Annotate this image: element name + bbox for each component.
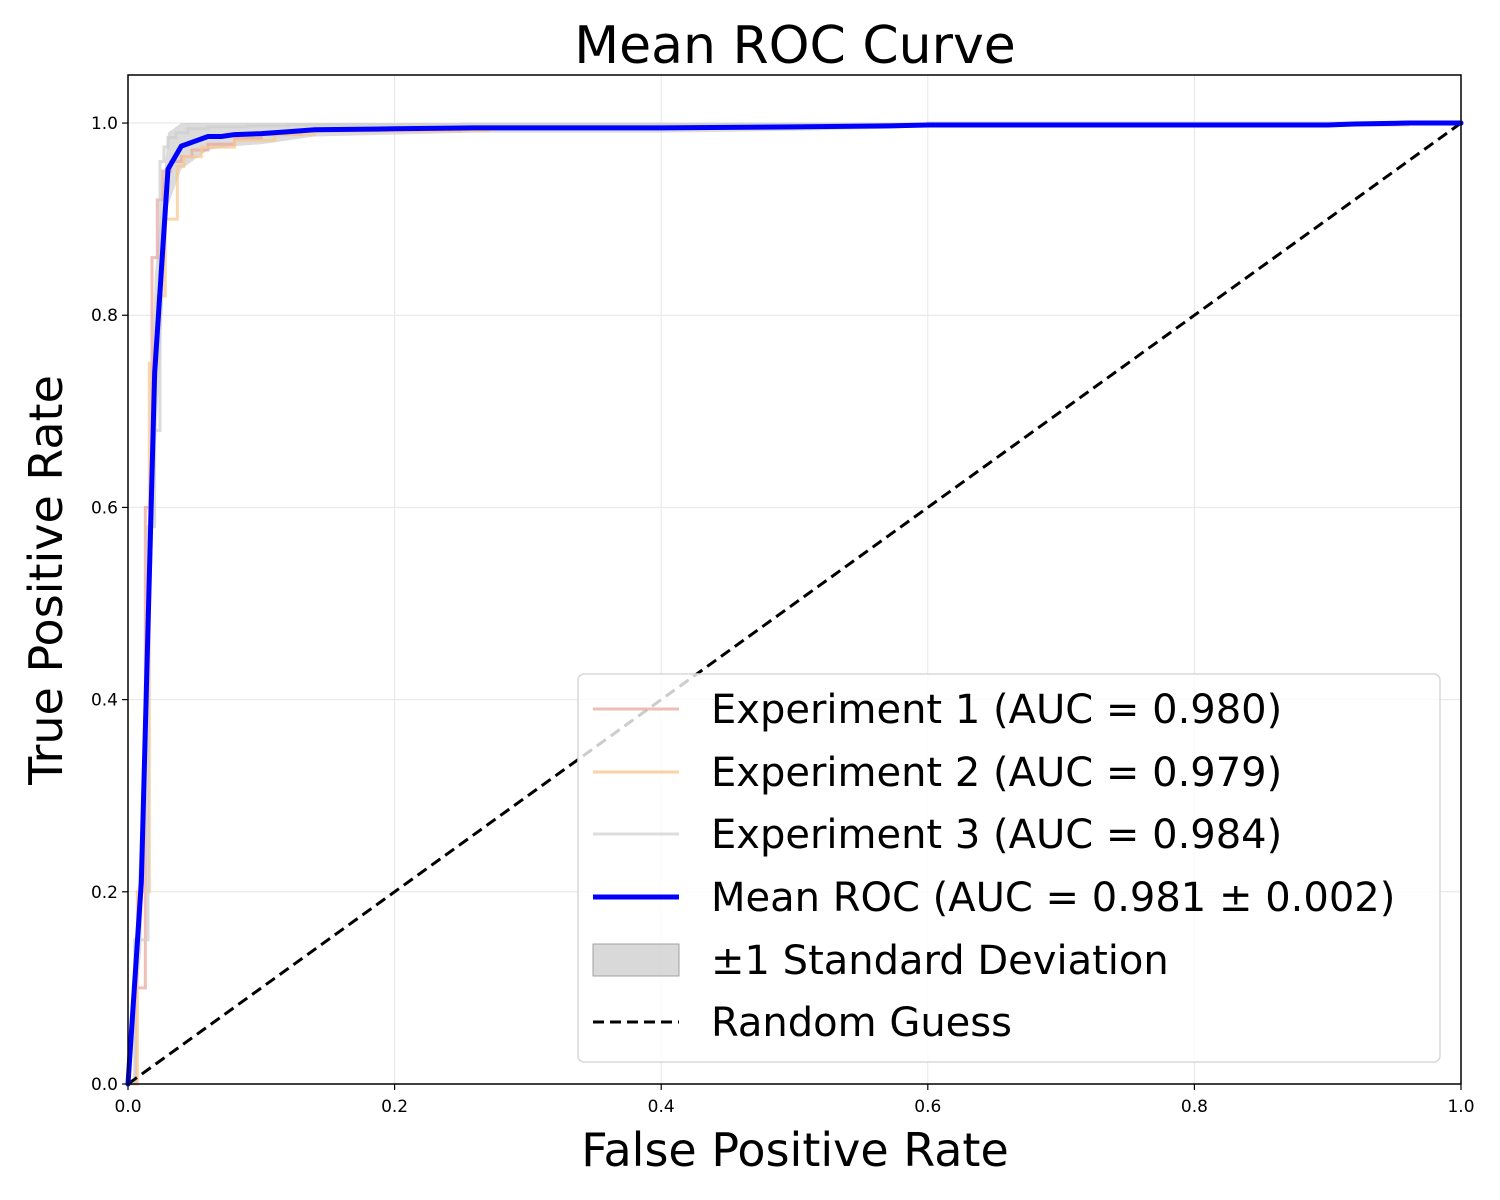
y-tick-label: 0.0: [91, 1075, 118, 1095]
legend-label-random-guess: Random Guess: [711, 1000, 1012, 1046]
random-guess-line: [127, 121, 1462, 1086]
chart-title: Mean ROC Curve: [574, 16, 1016, 76]
experiment-3-roc-line: [128, 121, 1461, 1086]
legend-label-experiment-1: Experiment 1 (AUC = 0.980): [711, 687, 1282, 733]
x-tick-label: 0.8: [1181, 1097, 1208, 1117]
y-tick-label: 1.0: [91, 114, 118, 134]
x-axis-label: False Positive Rate: [581, 1123, 1009, 1177]
roc-series-layer: [125, 120, 1464, 1087]
legend-label-mean-roc: Mean ROC (AUC = 0.981 ± 0.002): [711, 875, 1395, 921]
x-tick-label: 0.2: [381, 1097, 408, 1117]
grid-lines: [127, 75, 1462, 1085]
plot-frame: [127, 74, 1462, 1085]
x-tick-label: 0.6: [914, 1097, 941, 1117]
legend-label-experiment-3: Experiment 3 (AUC = 0.984): [711, 812, 1282, 858]
y-tick-label: 0.8: [91, 306, 118, 326]
y-axis-label: True Positive Rate: [19, 375, 73, 786]
x-tick-label: 1.0: [1447, 1097, 1474, 1117]
x-axis-ticks: 0.0 0.2 0.4 0.6 0.8 1.0: [114, 1084, 1475, 1117]
y-tick-label: 0.4: [91, 691, 118, 711]
y-axis-ticks: 0.0 0.2 0.4 0.6 0.8 1.0: [91, 114, 128, 1095]
mean-roc-line: [125, 120, 1464, 1087]
y-tick-label: 0.2: [91, 883, 118, 903]
y-tick-label: 0.6: [91, 498, 118, 518]
legend-swatch-std-band: [592, 943, 680, 977]
legend-label-experiment-2: Experiment 2 (AUC = 0.979): [711, 750, 1282, 796]
legend-label-std-band: ±1 Standard Deviation: [711, 938, 1169, 984]
x-tick-label: 0.4: [648, 1097, 675, 1117]
legend-box: [577, 673, 1441, 1063]
x-tick-label: 0.0: [114, 1097, 141, 1117]
legend: Experiment 1 (AUC = 0.980) Experiment 2 …: [577, 673, 1441, 1063]
